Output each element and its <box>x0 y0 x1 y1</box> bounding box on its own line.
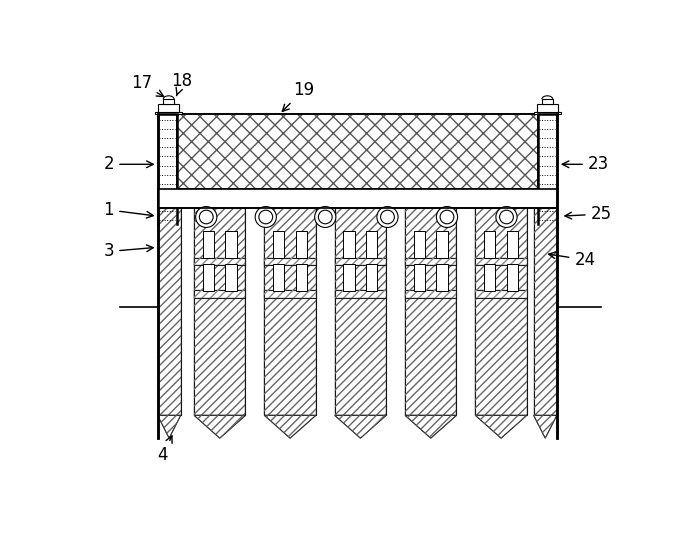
Polygon shape <box>405 416 456 438</box>
Bar <box>405 258 456 265</box>
Bar <box>265 291 315 298</box>
Bar <box>475 258 527 265</box>
Bar <box>542 99 553 104</box>
Bar <box>335 208 386 416</box>
Text: 23: 23 <box>562 155 609 173</box>
Bar <box>366 231 378 258</box>
Bar <box>296 231 307 258</box>
Bar <box>194 208 246 416</box>
Bar <box>203 264 214 291</box>
Bar <box>335 208 386 416</box>
Text: 4: 4 <box>158 436 172 464</box>
Ellipse shape <box>315 206 336 227</box>
Bar <box>335 258 386 265</box>
Bar <box>405 208 456 416</box>
Bar <box>335 258 386 265</box>
Text: 17: 17 <box>131 74 163 96</box>
Bar <box>534 112 561 114</box>
Text: 25: 25 <box>565 205 611 223</box>
Bar <box>414 264 425 291</box>
Bar <box>343 264 355 291</box>
Bar <box>158 208 181 416</box>
Bar <box>194 258 246 265</box>
Bar <box>335 291 386 298</box>
Bar <box>475 208 527 416</box>
Bar <box>475 258 527 265</box>
Bar <box>537 104 558 112</box>
Bar <box>414 231 425 258</box>
Text: 24: 24 <box>549 251 595 269</box>
Polygon shape <box>194 416 246 438</box>
Bar <box>273 231 285 258</box>
Bar <box>194 291 246 298</box>
Bar <box>475 208 527 416</box>
Polygon shape <box>475 416 527 438</box>
Bar <box>265 208 315 416</box>
Polygon shape <box>534 416 557 438</box>
Bar <box>484 231 496 258</box>
Bar <box>177 114 538 189</box>
Text: 19: 19 <box>282 81 314 112</box>
Bar <box>335 291 386 298</box>
Bar <box>225 231 237 258</box>
Text: 18: 18 <box>171 72 193 96</box>
Bar <box>158 208 557 438</box>
Bar <box>475 291 527 298</box>
Text: 1: 1 <box>103 201 154 219</box>
Bar <box>405 258 456 265</box>
Bar <box>534 208 557 416</box>
Polygon shape <box>265 416 315 438</box>
Bar <box>163 99 174 104</box>
Bar <box>158 189 557 208</box>
Bar <box>343 231 355 258</box>
Bar <box>436 264 447 291</box>
Text: 2: 2 <box>103 155 154 173</box>
Bar <box>177 114 538 189</box>
Bar <box>265 208 315 416</box>
Bar <box>158 104 179 112</box>
Ellipse shape <box>195 206 217 227</box>
Bar <box>405 208 456 416</box>
Bar <box>405 291 456 298</box>
Bar <box>265 258 315 265</box>
Polygon shape <box>335 416 386 438</box>
Bar <box>158 208 181 416</box>
Bar <box>194 291 246 298</box>
Bar <box>203 231 214 258</box>
Ellipse shape <box>496 206 517 227</box>
Text: 3: 3 <box>103 243 154 260</box>
Bar <box>484 264 496 291</box>
Bar <box>265 291 315 298</box>
Bar <box>194 208 246 416</box>
Bar <box>405 291 456 298</box>
Bar <box>507 231 518 258</box>
Ellipse shape <box>436 206 458 227</box>
Bar <box>366 264 378 291</box>
Bar <box>265 258 315 265</box>
Ellipse shape <box>377 206 398 227</box>
Bar <box>273 264 285 291</box>
Ellipse shape <box>255 206 276 227</box>
Polygon shape <box>158 416 181 438</box>
Bar <box>225 264 237 291</box>
Bar <box>155 112 182 114</box>
Bar <box>436 231 447 258</box>
Bar <box>534 208 557 416</box>
Bar <box>194 258 246 265</box>
Bar <box>507 264 518 291</box>
Bar <box>475 291 527 298</box>
Bar <box>296 264 307 291</box>
